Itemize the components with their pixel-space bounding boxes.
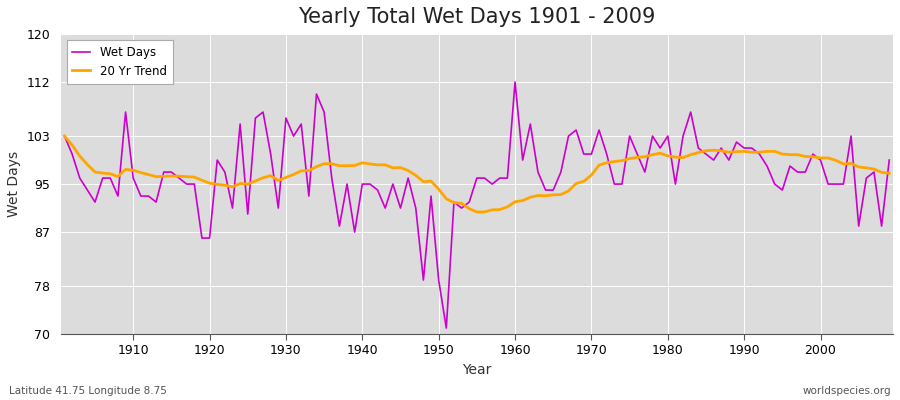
20 Yr Trend [609, 159, 620, 164]
Wet Days [441, 326, 452, 330]
Wet Days [59, 134, 70, 138]
Line: Wet Days: Wet Days [65, 82, 889, 328]
Text: Latitude 41.75 Longitude 8.75: Latitude 41.75 Longitude 8.75 [9, 386, 166, 396]
X-axis label: Year: Year [463, 363, 491, 377]
20 Yr Trend [509, 199, 520, 204]
Title: Yearly Total Wet Days 1901 - 2009: Yearly Total Wet Days 1901 - 2009 [298, 7, 655, 27]
20 Yr Trend [288, 172, 299, 177]
Wet Days [121, 110, 131, 114]
Line: 20 Yr Trend: 20 Yr Trend [65, 136, 889, 212]
20 Yr Trend [334, 163, 345, 168]
Wet Days [288, 134, 299, 138]
Y-axis label: Wet Days: Wet Days [7, 151, 21, 217]
Wet Days [509, 80, 520, 84]
20 Yr Trend [884, 171, 895, 176]
20 Yr Trend [472, 210, 482, 214]
20 Yr Trend [518, 198, 528, 203]
20 Yr Trend [121, 167, 131, 172]
Wet Days [884, 158, 895, 162]
Wet Days [616, 182, 627, 186]
Wet Days [525, 122, 535, 126]
Wet Days [518, 158, 528, 162]
Legend: Wet Days, 20 Yr Trend: Wet Days, 20 Yr Trend [67, 40, 173, 84]
Wet Days [334, 224, 345, 228]
Text: worldspecies.org: worldspecies.org [803, 386, 891, 396]
20 Yr Trend [59, 134, 70, 138]
